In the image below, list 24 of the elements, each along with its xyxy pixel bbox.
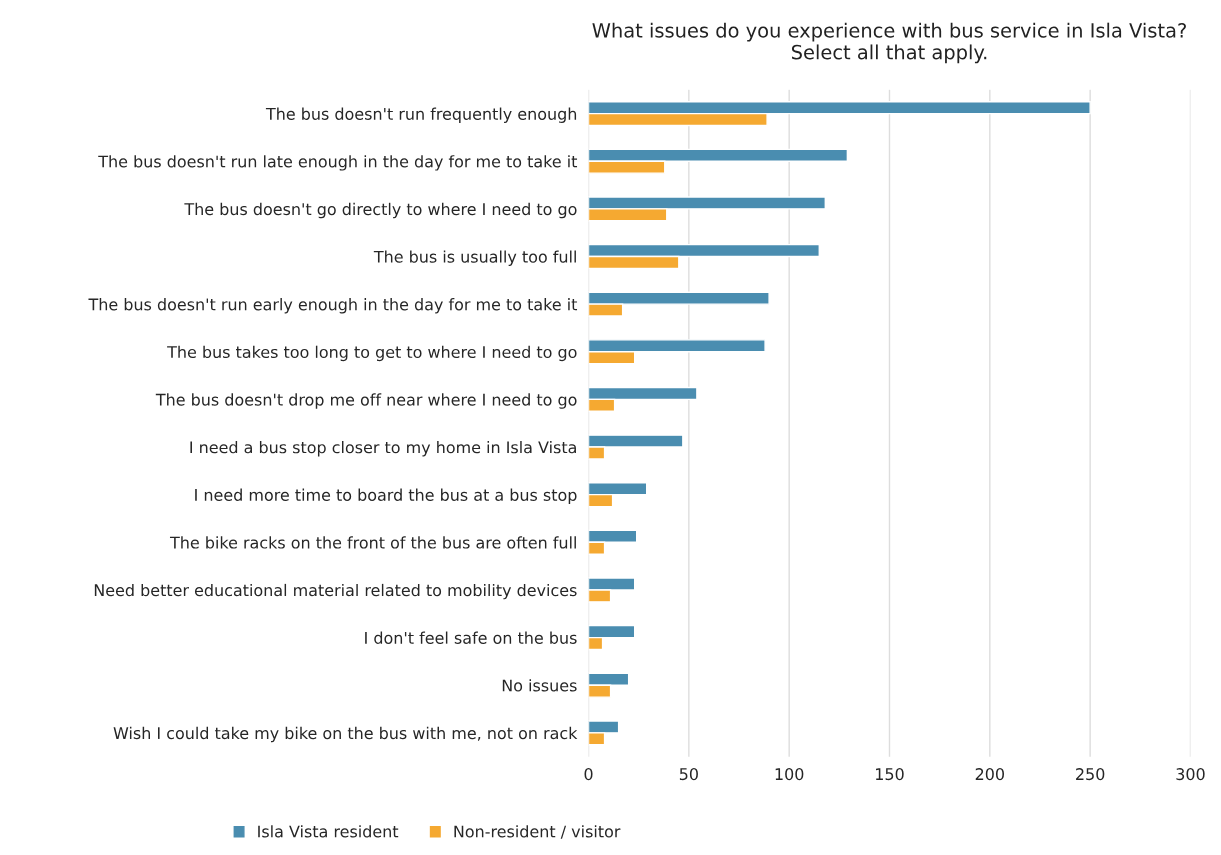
y-tick-label: I need a bus stop closer to my home in Isla Vista	[190, 440, 576, 457]
y-tick-label: The bus doesn't run late enough in the day for me to take it	[98, 155, 578, 171]
legend-label: Isla Vista resident	[258, 825, 399, 838]
x-tick-label: 0	[584, 768, 593, 781]
y-tick-label: No issues	[502, 679, 577, 692]
x-tick-label: 50	[679, 768, 698, 781]
y-tick-label: The bus doesn't drop me off near where I need to go	[155, 393, 577, 409]
y-tick-label: Need better educational material related to mobility devices	[94, 583, 577, 600]
x-tick-label: 250	[1076, 768, 1105, 781]
y-tick-label: The bus takes too long to get to where I need to go	[167, 345, 577, 362]
x-tick-label: 100	[775, 768, 804, 781]
y-tick-label: Wish I could take my bike on the bus with me, not on rack	[113, 726, 578, 743]
x-tick-label: 200	[975, 768, 1005, 781]
legend-label: Non-resident / visitor	[454, 825, 621, 839]
chart-title: What issues do you experience with bus service in Isla Vista? Select all that apply.	[592, 22, 1186, 64]
x-tick-label: 150	[876, 768, 904, 781]
x-tick-label: 300	[1176, 768, 1205, 781]
y-tick-label: The bus doesn't run early enough in the day for me to take it	[88, 298, 578, 314]
y-tick-label: The bus doesn't go directly to where I need to go	[184, 202, 577, 219]
y-tick-label: The bus is usually too full	[373, 250, 576, 266]
y-tick-label: I don't feel safe on the bus	[365, 631, 577, 644]
y-tick-label: The bus doesn't run frequently enough	[265, 107, 577, 123]
y-tick-label: I need more time to board the bus at a bus stop	[195, 488, 577, 505]
y-tick-label: The bike racks on the front of the bus are often full	[169, 536, 576, 549]
